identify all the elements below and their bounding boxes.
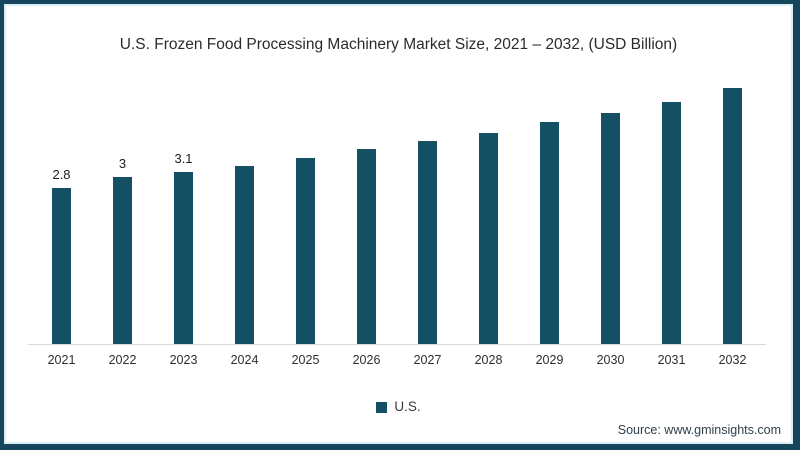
x-tick-2027: 2027: [413, 353, 442, 367]
x-tick-2022: 2022: [108, 353, 137, 367]
bar-group-2028: 2028: [475, 66, 502, 367]
bar-2032: [723, 88, 742, 344]
bar-group-2031: 2031: [658, 66, 685, 367]
x-tick-2021: 2021: [47, 353, 76, 367]
source-attribution: Source: www.gminsights.com: [617, 423, 781, 437]
bar-group-2024: 2024: [231, 66, 258, 367]
bar-2027: [418, 141, 437, 344]
bar-group-2026: 2026: [353, 66, 380, 367]
x-tick-2023: 2023: [169, 353, 198, 367]
legend-swatch-icon: [376, 401, 388, 413]
chart-title: U.S. Frozen Food Processing Machinery Ma…: [119, 36, 678, 53]
bar-2026: [357, 149, 376, 344]
legend-label: U.S.: [394, 399, 421, 414]
legend: U.S.: [6, 399, 791, 414]
bar-2021: [52, 188, 71, 344]
bar-2028: [479, 132, 498, 344]
bar-2025: [296, 157, 315, 344]
bar-2031: [662, 102, 681, 344]
bar-group-2027: 2027: [414, 66, 441, 367]
chart-canvas: U.S. Frozen Food Processing Machinery Ma…: [4, 4, 793, 444]
bar-group-2021: 2.8 2021: [48, 66, 76, 367]
x-tick-2031: 2031: [657, 353, 686, 367]
x-tick-2025: 2025: [291, 353, 320, 367]
bar-group-2032: 2032: [719, 66, 746, 367]
x-tick-2032: 2032: [718, 353, 747, 367]
bar-group-2023: 3.1 2023: [170, 66, 198, 367]
bar-2030: [601, 113, 620, 344]
bar-2029: [540, 121, 559, 344]
bar-2024: [235, 166, 254, 344]
x-tick-2028: 2028: [474, 353, 503, 367]
bar-2023: [174, 171, 193, 344]
bar-group-2030: 2030: [597, 66, 624, 367]
x-tick-2026: 2026: [352, 353, 381, 367]
x-tick-2030: 2030: [596, 353, 625, 367]
bar-value-label-2022: 3: [118, 156, 127, 172]
bar-value-label-2023: 3.1: [174, 150, 193, 166]
bar-2022: [113, 177, 132, 344]
x-tick-2024: 2024: [230, 353, 259, 367]
bar-group-2022: 3 2022: [109, 66, 137, 367]
x-tick-2029: 2029: [535, 353, 564, 367]
bar-group-2029: 2029: [536, 66, 563, 367]
bar-value-label-2021: 2.8: [52, 167, 71, 183]
plot-area: 2.8 2021 3 2022 3.1 2023 2024 2025 2026 2027 2028 2…: [28, 66, 766, 367]
bar-group-2025: 2025: [292, 66, 319, 367]
